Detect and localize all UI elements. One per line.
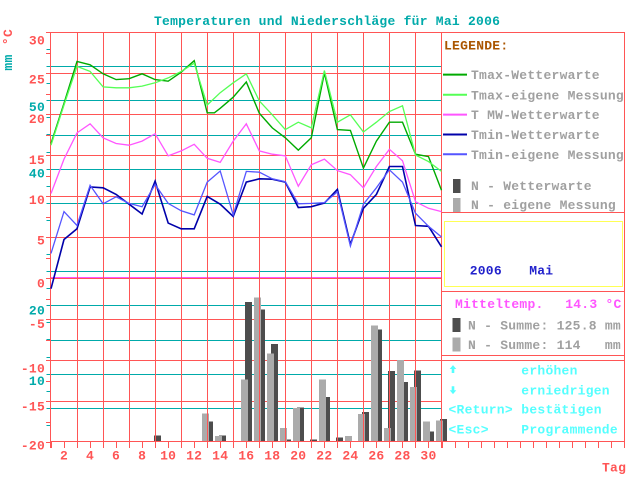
svg-text:°C: °C [1,29,16,45]
svg-text:2: 2 [60,449,68,464]
svg-text:-5: -5 [29,317,45,332]
svg-text:5: 5 [37,234,45,249]
svg-text:24: 24 [342,449,358,464]
svg-text:-10: -10 [21,362,45,377]
svg-text:12: 12 [186,449,202,464]
svg-text:26: 26 [368,449,384,464]
svg-text:mm: mm [1,54,16,70]
svg-text:<Esc>: <Esc> [449,423,489,438]
svg-text:<Return>: <Return> [449,402,513,417]
svg-text:bestätigen: bestätigen [521,402,602,417]
svg-text:2006: 2006 [470,264,502,279]
svg-text:8: 8 [138,449,146,464]
svg-text:Tmin-Wetterwarte: Tmin-Wetterwarte [471,128,600,143]
svg-text:Tmax-Wetterwarte: Tmax-Wetterwarte [471,68,600,83]
svg-text:Tag: Tag [602,461,626,476]
svg-text:18: 18 [264,449,280,464]
svg-text:Mai: Mai [529,264,553,279]
svg-text:N - Summe: 114 mm: N - Summe: 114 mm [468,338,621,353]
svg-text:14: 14 [212,449,228,464]
svg-text:N - eigene Messung: N - eigene Messung [471,198,616,213]
svg-text:28: 28 [394,449,410,464]
svg-text:LEGENDE:: LEGENDE: [444,39,508,54]
svg-text:-20: -20 [21,439,45,454]
svg-text:14.3 °C: 14.3 °C [565,297,621,312]
svg-text:Programmende: Programmende [521,423,618,438]
svg-text:15: 15 [29,153,45,168]
svg-text:Temperaturen und Niederschläge: Temperaturen und Niederschläge für Mai 2… [154,14,500,29]
svg-text:N - Summe: 125.8 mm: N - Summe: 125.8 mm [468,319,621,334]
svg-text:Mitteltemp.: Mitteltemp. [455,297,544,312]
svg-text:22: 22 [316,449,332,464]
svg-text:20: 20 [29,304,45,319]
svg-text:4: 4 [86,449,94,464]
svg-text:50: 50 [29,100,45,115]
svg-text:10: 10 [160,449,176,464]
svg-text:6: 6 [112,449,120,464]
svg-text:erhöhen: erhöhen [521,363,577,378]
svg-text:-15: -15 [21,400,45,415]
svg-text:Tmin-eigene Messung: Tmin-eigene Messung [471,148,624,163]
svg-text:40: 40 [29,167,45,182]
svg-text:Tmax-eigene Messung: Tmax-eigene Messung [471,88,624,103]
svg-text:N - Wetterwarte: N - Wetterwarte [471,179,592,194]
svg-text:0: 0 [37,277,45,292]
svg-text:30: 30 [420,449,436,464]
svg-text:30: 30 [29,34,45,49]
svg-text:20: 20 [290,449,306,464]
svg-text:16: 16 [238,449,254,464]
svg-text:erniedrigen: erniedrigen [521,384,610,399]
svg-text:20: 20 [29,112,45,127]
svg-text:25: 25 [29,73,45,88]
svg-text:10: 10 [29,374,45,389]
svg-text:10: 10 [29,193,45,208]
svg-text:T MW-Wetterwarte: T MW-Wetterwarte [471,108,600,123]
